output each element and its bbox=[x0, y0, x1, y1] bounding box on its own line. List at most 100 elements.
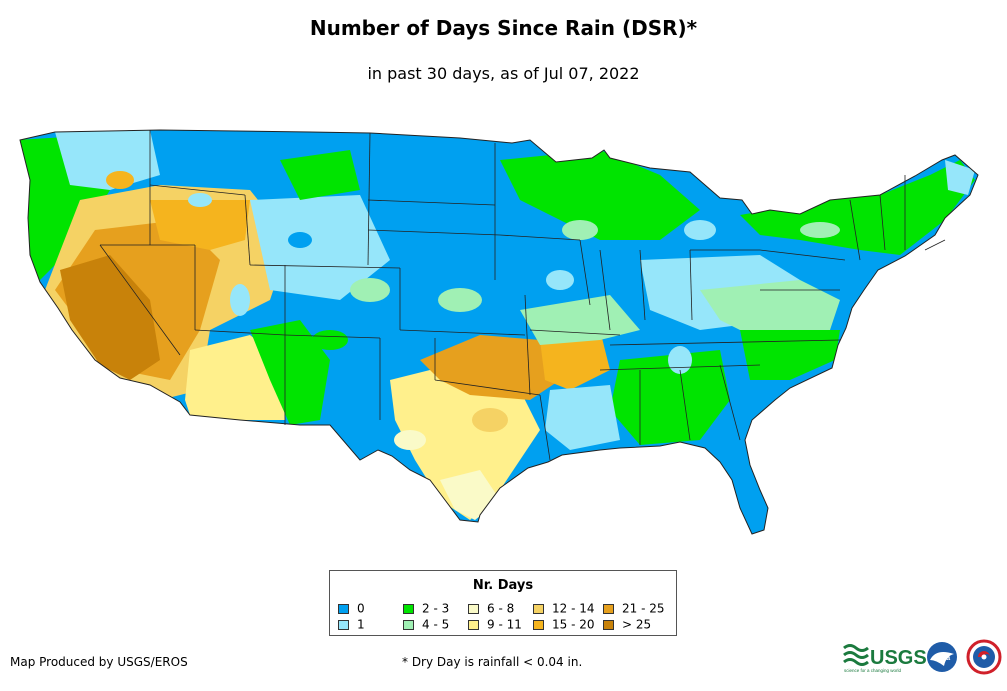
dsr-patch bbox=[106, 171, 134, 189]
usgs-tagline: science for a changing world bbox=[844, 668, 902, 673]
noaa-logo: noaa bbox=[927, 642, 957, 672]
state-border bbox=[244, 194, 251, 266]
legend-item: 12 - 14 bbox=[533, 602, 595, 615]
legend-label: 4 - 5 bbox=[422, 617, 450, 632]
legend-label: 9 - 11 bbox=[487, 617, 522, 632]
state-border bbox=[149, 184, 246, 196]
legend-swatch bbox=[338, 603, 349, 614]
legend-label: 2 - 3 bbox=[422, 601, 450, 616]
dsr-patch bbox=[636, 378, 664, 422]
state-border bbox=[639, 249, 646, 321]
dsr-patch bbox=[350, 278, 390, 302]
dsr-patch bbox=[668, 346, 692, 374]
state-border bbox=[434, 379, 541, 396]
state-border bbox=[367, 199, 496, 206]
dsr-region-arkansas bbox=[540, 330, 610, 390]
legend-swatch bbox=[533, 619, 544, 630]
dsr-patch bbox=[414, 241, 446, 259]
noaa-logo-text: noaa bbox=[934, 655, 950, 662]
state-border bbox=[849, 199, 861, 261]
map-subtitle: in past 30 days, as of Jul 07, 2022 bbox=[367, 64, 640, 83]
legend-swatch bbox=[603, 619, 614, 630]
state-border bbox=[99, 244, 181, 356]
legend-title: Nr. Days bbox=[472, 578, 534, 593]
state-border bbox=[599, 364, 761, 371]
state-border bbox=[529, 329, 621, 336]
legend-label: 15 - 20 bbox=[552, 617, 595, 632]
dsr-patch bbox=[230, 284, 250, 316]
legend-swatch bbox=[403, 619, 414, 630]
legend-label: 6 - 8 bbox=[487, 601, 515, 616]
dsr-region-carolinas bbox=[740, 330, 840, 380]
state-border bbox=[249, 264, 401, 269]
legend-item: 0 bbox=[338, 602, 365, 615]
dsr-region-oklahoma bbox=[420, 335, 560, 400]
legend-item: > 25 bbox=[603, 618, 651, 631]
state-border bbox=[879, 194, 886, 251]
legend-label: > 25 bbox=[622, 617, 652, 632]
dsr-region-missouri bbox=[520, 295, 640, 345]
state-border bbox=[609, 339, 841, 346]
legend-item: 21 - 25 bbox=[603, 602, 665, 615]
dsr-patch bbox=[800, 222, 840, 238]
legend-label: 1 bbox=[357, 617, 365, 632]
legend-swatch bbox=[603, 603, 614, 614]
legend-label: 21 - 25 bbox=[622, 601, 665, 616]
state-border bbox=[689, 249, 693, 321]
state-border bbox=[579, 239, 591, 306]
dsr-region-arizona bbox=[185, 335, 285, 420]
dsr-region-california bbox=[60, 255, 160, 380]
weather-service-logo bbox=[966, 639, 1002, 675]
legend-swatch bbox=[533, 603, 544, 614]
dsr-region-nw-interior bbox=[55, 130, 160, 190]
dsr-patch bbox=[438, 288, 482, 312]
state-border bbox=[367, 229, 501, 236]
dsr-region-great-lakes bbox=[500, 150, 700, 240]
usgs-logo: USGS science for a changing world bbox=[843, 644, 927, 673]
legend-swatch bbox=[403, 603, 414, 614]
state-border bbox=[194, 329, 286, 336]
dsr-region-new-mexico bbox=[250, 320, 330, 425]
legend-item: 1 bbox=[338, 618, 365, 631]
legend-swatch bbox=[338, 619, 349, 630]
dsr-patch bbox=[188, 193, 212, 207]
state-border bbox=[524, 294, 531, 396]
legend-swatch bbox=[468, 603, 479, 614]
legend-item: 15 - 20 bbox=[533, 618, 595, 631]
dsr-patch bbox=[394, 430, 426, 450]
map-title: Number of Days Since Rain (DSR)* bbox=[309, 16, 698, 40]
state-border bbox=[539, 394, 551, 461]
dsr-region-texas bbox=[390, 365, 540, 520]
state-border bbox=[499, 234, 581, 241]
agency-logos: USGS science for a changing world noaa bbox=[843, 639, 1002, 675]
state-border bbox=[719, 364, 741, 441]
dsr-region-northeast bbox=[740, 160, 975, 255]
us-dsr-map bbox=[19, 129, 979, 535]
legend-item: 6 - 8 bbox=[468, 602, 514, 615]
state-border bbox=[759, 249, 846, 261]
dsr-region-virginia bbox=[700, 280, 840, 340]
legend-item: 9 - 11 bbox=[468, 618, 522, 631]
legend-swatch bbox=[468, 619, 479, 630]
legend-label: 0 bbox=[357, 601, 365, 616]
dsr-patch bbox=[472, 408, 508, 432]
dsr-patch bbox=[546, 270, 574, 290]
legend-item: 4 - 5 bbox=[403, 618, 449, 631]
dsr-region-idaho bbox=[150, 200, 250, 250]
usgs-logo-text: USGS bbox=[870, 647, 927, 669]
dry-day-footnote: * Dry Day is rainfall < 0.04 in. bbox=[402, 655, 583, 669]
state-border bbox=[399, 329, 526, 336]
dsr-patch bbox=[562, 220, 598, 240]
dsr-region-louisiana bbox=[545, 385, 620, 450]
state-border bbox=[367, 132, 371, 266]
dsr-region-maine bbox=[945, 160, 975, 195]
legend-label: 12 - 14 bbox=[552, 601, 595, 616]
legend-item: 2 - 3 bbox=[403, 602, 449, 615]
state-border bbox=[924, 239, 946, 251]
state-border bbox=[284, 334, 381, 339]
dsr-patch bbox=[312, 330, 348, 350]
state-border bbox=[599, 249, 611, 331]
map-credit: Map Produced by USGS/EROS bbox=[10, 655, 188, 669]
dsr-patch bbox=[288, 232, 312, 248]
